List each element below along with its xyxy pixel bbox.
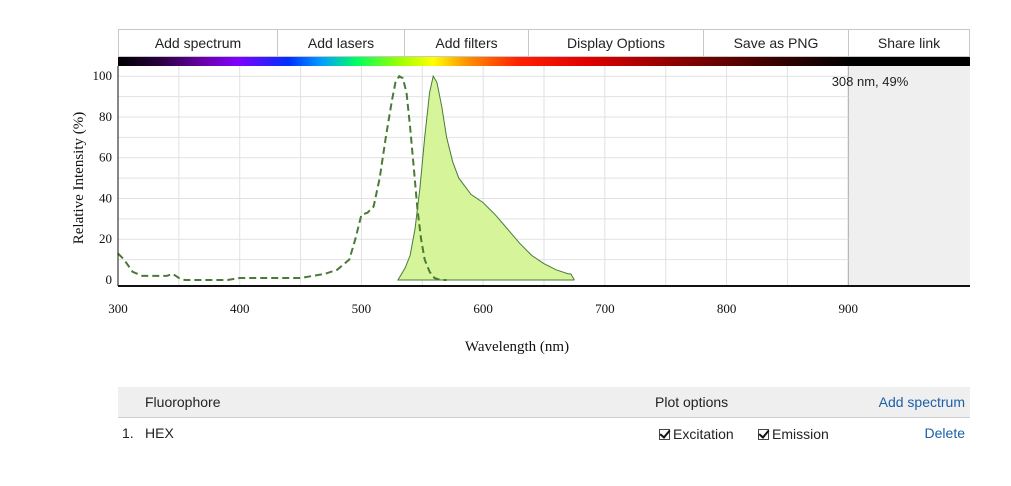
x-tick-labels: 300 400 500 600 700 800 900	[108, 301, 858, 316]
excitation-label: Excitation	[673, 426, 734, 442]
hover-readout: 308 nm, 49%	[832, 74, 909, 89]
table-row: 1. HEX Excitation Emission Delete	[118, 418, 970, 450]
delete-link[interactable]: Delete	[924, 425, 965, 441]
y-tick-label: 60	[99, 150, 112, 165]
emission-checkbox[interactable]	[758, 429, 769, 440]
x-axis-title: Wavelength (nm)	[465, 339, 569, 355]
plot-options-header: Plot options	[655, 394, 729, 410]
emission-label: Emission	[772, 426, 829, 442]
spectrum-chart[interactable]: 300 400 500 600 700 800 900 0 20 40 60 80 100 Wavel…	[0, 0, 1011, 380]
x-tick-label: 900	[839, 301, 859, 316]
add-filters-button[interactable]: Add filters	[405, 30, 529, 56]
y-tick-label: 100	[93, 68, 113, 83]
y-tick-label: 80	[99, 109, 112, 124]
x-tick-label: 700	[595, 301, 615, 316]
emission-toggle[interactable]: Emission	[758, 419, 829, 449]
table-header: Fluorophore Plot options Add spectrum	[118, 387, 970, 418]
excitation-toggle[interactable]: Excitation	[659, 419, 734, 449]
y-tick-label: 20	[99, 231, 112, 246]
y-tick-label: 40	[99, 190, 112, 205]
display-options-button[interactable]: Display Options	[529, 30, 704, 56]
emission-area	[397, 74, 575, 281]
add-spectrum-link[interactable]: Add spectrum	[878, 394, 965, 410]
x-tick-label: 600	[473, 301, 493, 316]
y-tick-labels: 0 20 40 60 80 100	[93, 68, 113, 287]
fluorophore-header: Fluorophore	[145, 394, 221, 410]
add-lasers-button[interactable]: Add lasers	[278, 30, 405, 56]
share-link-button[interactable]: Share link	[877, 35, 941, 51]
save-as-png-button[interactable]: Save as PNG	[704, 30, 849, 56]
row-index: 1.	[122, 425, 134, 441]
out-of-range-region	[848, 66, 970, 286]
y-tick-label: 0	[106, 272, 113, 287]
x-tick-label: 800	[717, 301, 737, 316]
y-axis-title: Relative Intensity (%)	[71, 112, 87, 244]
wavelength-color-bar	[118, 57, 970, 66]
add-spectrum-button[interactable]: Add spectrum	[119, 30, 278, 56]
x-tick-label: 400	[230, 301, 250, 316]
excitation-line	[117, 74, 447, 281]
toolbar: Add spectrum Add lasers Add filters Disp…	[118, 29, 970, 57]
excitation-checkbox[interactable]	[659, 429, 670, 440]
fluorophore-name: HEX	[145, 425, 174, 441]
x-tick-label: 300	[108, 301, 128, 316]
x-tick-label: 500	[352, 301, 372, 316]
fluorophore-table: Fluorophore Plot options Add spectrum 1.…	[118, 387, 970, 450]
